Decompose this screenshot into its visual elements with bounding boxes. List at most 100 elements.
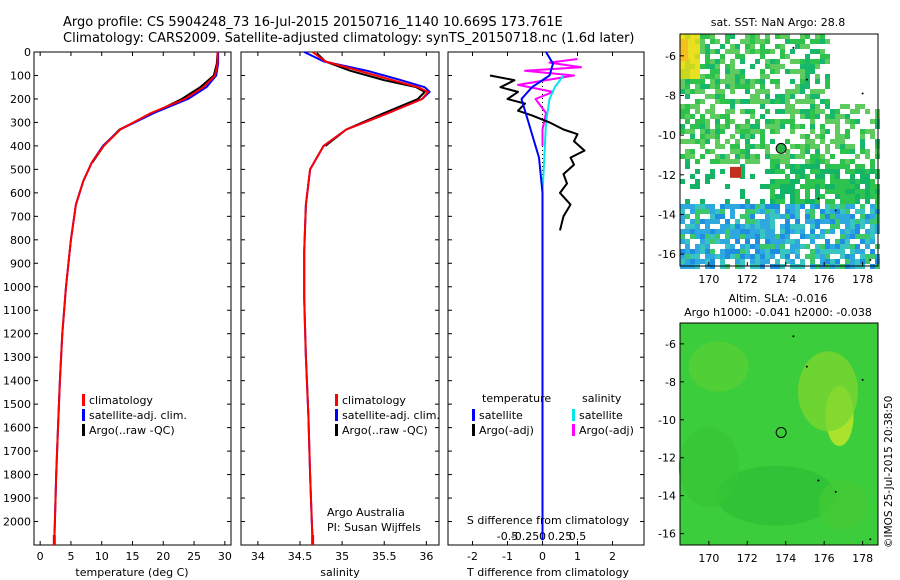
sst-cell xyxy=(865,169,870,174)
sst-cell xyxy=(685,59,690,64)
sst-cell xyxy=(680,249,685,254)
map-y-tick-label: -8 xyxy=(665,89,676,102)
sst-cell xyxy=(765,169,770,174)
sst-cell xyxy=(750,159,755,164)
sst-cell xyxy=(805,209,810,214)
sst-cell xyxy=(850,194,855,199)
sst-cell xyxy=(725,114,730,119)
sst-cell xyxy=(775,34,780,39)
sst-cell xyxy=(810,254,815,259)
sst-cell xyxy=(835,164,840,169)
sst-cell xyxy=(760,184,765,189)
island-dot xyxy=(792,46,795,49)
sst-cell xyxy=(825,169,830,174)
sst-cell xyxy=(725,204,730,209)
sst-cell xyxy=(795,229,800,234)
sst-cell xyxy=(805,69,810,74)
sst-cell xyxy=(765,239,770,244)
sst-cell xyxy=(685,149,690,154)
legend-label: satellite xyxy=(579,409,623,422)
sst-cell xyxy=(765,59,770,64)
sst-cell xyxy=(720,144,725,149)
sst-cell xyxy=(750,259,755,264)
sst-cell xyxy=(715,114,720,119)
sst-cell xyxy=(680,124,685,129)
sst-cell xyxy=(805,144,810,149)
sst-cell xyxy=(860,239,865,244)
sst-cell xyxy=(700,209,705,214)
sst-cell xyxy=(750,204,755,209)
sst-cell xyxy=(700,119,705,124)
sst-cell xyxy=(735,69,740,74)
sst-cell xyxy=(845,179,850,184)
sst-cell xyxy=(800,169,805,174)
sst-cell xyxy=(785,179,790,184)
sst-cell xyxy=(800,244,805,249)
sst-cell xyxy=(820,174,825,179)
sst-cell xyxy=(850,189,855,194)
sst-cell xyxy=(845,149,850,154)
map-y-tick-label: -16 xyxy=(658,248,676,261)
x-tick-label: 35 xyxy=(335,550,349,563)
legend-label: satellite-adj. clim. xyxy=(342,409,440,422)
sst-cell xyxy=(695,229,700,234)
sst-cell xyxy=(850,254,855,259)
sst-cell xyxy=(740,39,745,44)
sst-cell xyxy=(685,154,690,159)
sst-cell xyxy=(745,234,750,239)
sst-cell xyxy=(710,234,715,239)
sst-cell xyxy=(790,204,795,209)
sst-cell xyxy=(790,154,795,159)
sst-cell xyxy=(860,234,865,239)
sst-cell xyxy=(730,49,735,54)
sst-cell xyxy=(865,109,870,114)
map-y-tick-label: -14 xyxy=(658,490,676,503)
sst-cell xyxy=(705,174,710,179)
sst-cell xyxy=(800,149,805,154)
sst-cell xyxy=(840,204,845,209)
sla-argo-marker xyxy=(775,426,787,438)
sst-cell xyxy=(740,154,745,159)
sst-cell xyxy=(825,244,830,249)
difference-legend: temperature salinity satellite Argo(-adj) sa… xyxy=(472,392,634,437)
sst-cell xyxy=(855,209,860,214)
sst-cell xyxy=(750,94,755,99)
sst-cell xyxy=(705,244,710,249)
sst-cell xyxy=(820,34,825,39)
sst-cell xyxy=(790,194,795,199)
sst-cell xyxy=(785,89,790,94)
sst-cell xyxy=(705,139,710,144)
sst-cell xyxy=(825,164,830,169)
sst-cell xyxy=(735,49,740,54)
sst-cell xyxy=(755,79,760,84)
sst-cell xyxy=(855,224,860,229)
sst-cell xyxy=(715,49,720,54)
sst-cell xyxy=(715,139,720,144)
sst-cell xyxy=(810,224,815,229)
sst-cell xyxy=(685,164,690,169)
sst-cell xyxy=(690,254,695,259)
sst-cell xyxy=(740,149,745,154)
sst-cell xyxy=(745,149,750,154)
sst-cell xyxy=(825,114,830,119)
island-dot xyxy=(861,92,864,95)
sst-cell xyxy=(840,104,845,109)
sst-cell xyxy=(770,229,775,234)
sla-shade xyxy=(818,480,869,531)
sst-cell xyxy=(685,69,690,74)
sst-cell xyxy=(760,49,765,54)
sst-cell xyxy=(680,229,685,234)
legend-label: Argo(-adj) xyxy=(579,424,634,437)
sst-cell xyxy=(870,134,875,139)
sst-cell xyxy=(795,249,800,254)
legend-swatch xyxy=(335,409,338,421)
sst-cell xyxy=(705,59,710,64)
sst-cell xyxy=(830,139,835,144)
y-tick-label: 1100 xyxy=(3,304,31,317)
sst-cell xyxy=(740,204,745,209)
sst-cell xyxy=(745,209,750,214)
sst-cell xyxy=(770,199,775,204)
sst-cell xyxy=(680,154,685,159)
sst-cell xyxy=(850,214,855,219)
sst-cell xyxy=(745,79,750,84)
